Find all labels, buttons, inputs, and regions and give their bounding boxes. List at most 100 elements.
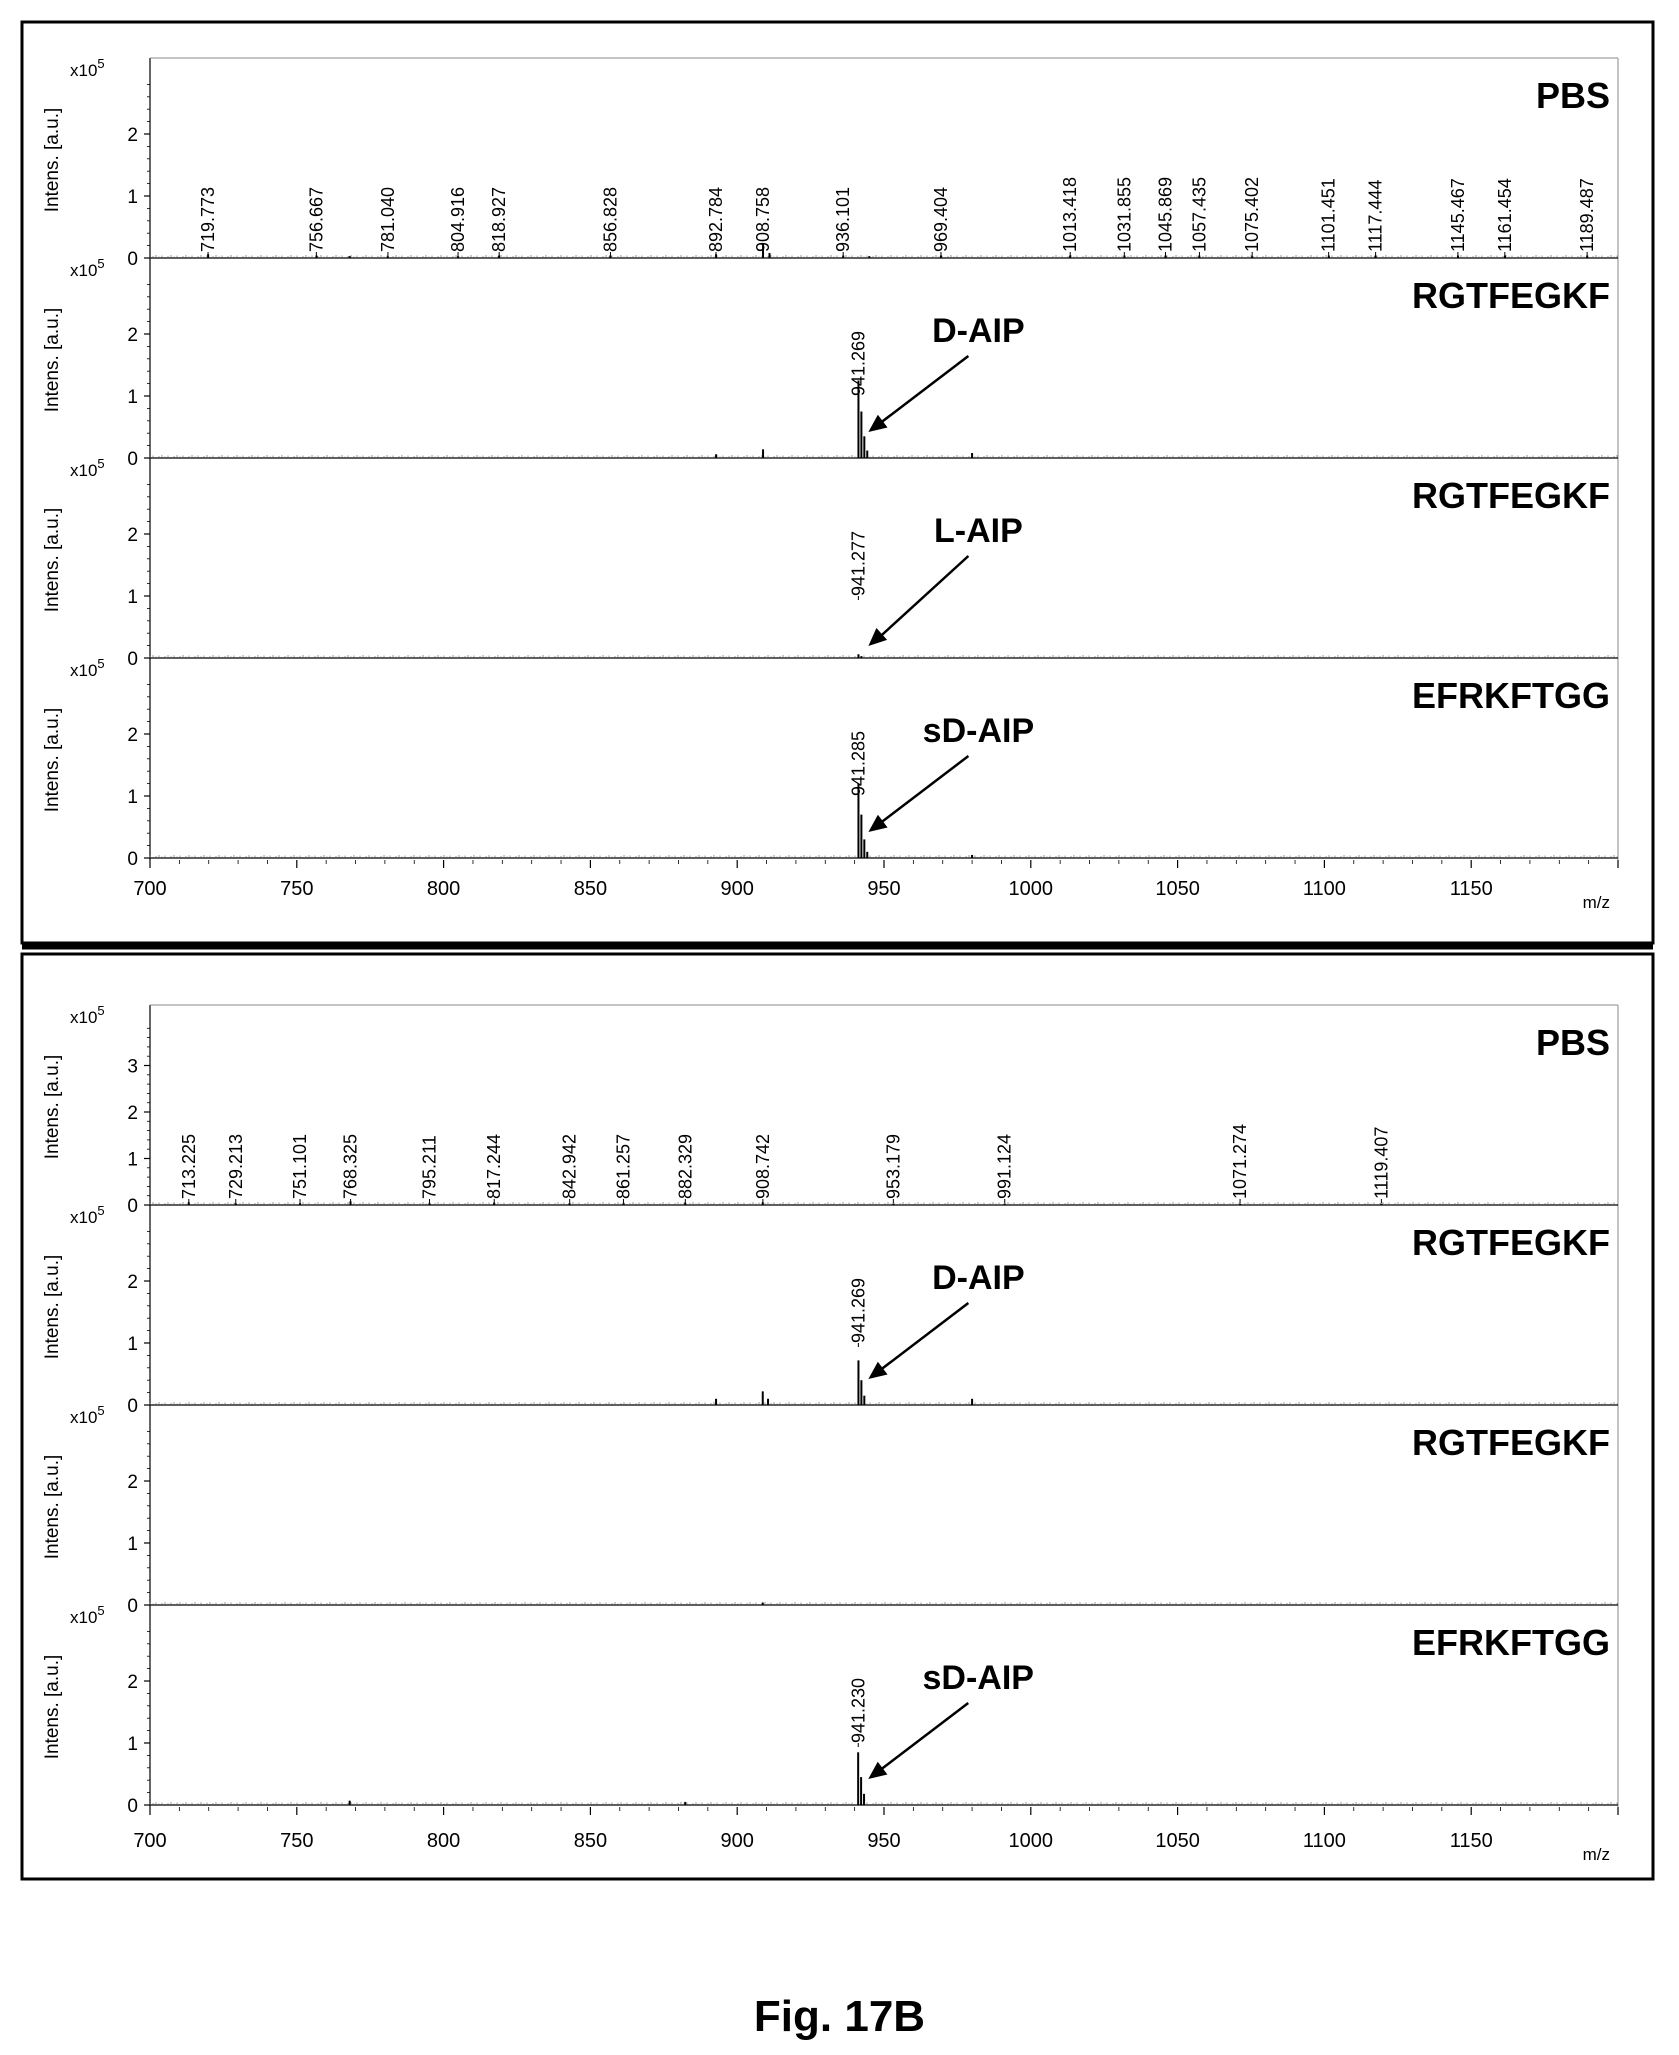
peak-label: 713.225 <box>179 1134 199 1199</box>
x-tick-label: 800 <box>427 1830 460 1852</box>
y-tick-label: 0 <box>127 449 138 470</box>
x-tick-label: 950 <box>867 878 900 900</box>
annotation-arrow-head <box>868 814 888 832</box>
annotation-label: D-AIP <box>932 1259 1025 1297</box>
annotation-arrow-line <box>875 355 970 427</box>
x-tick-label: 750 <box>280 878 313 900</box>
baseline-noise <box>149 455 1618 458</box>
figure-caption: Fig. 17B <box>753 1992 926 2041</box>
annotation-label: L-AIP <box>934 512 1023 550</box>
peak-label: 941.269 <box>848 331 868 396</box>
peak-label: 1145.467 <box>1448 178 1468 252</box>
x-tick-label: 750 <box>280 1830 313 1852</box>
y-tick-label: 2 <box>127 1103 138 1124</box>
peak-label: 781.040 <box>378 187 398 252</box>
baseline-noise <box>149 1602 1618 1605</box>
sample-label: EFRKFTGG <box>1412 1622 1610 1663</box>
y-tick-label: 3 <box>127 1057 138 1078</box>
peak-label: 941.230 <box>848 1678 868 1743</box>
y-tick-label: 0 <box>127 649 138 670</box>
peak-label: 991.124 <box>995 1134 1015 1199</box>
y-tick-label: 2 <box>127 1672 138 1693</box>
y-exponent-label: x105 <box>70 1603 105 1627</box>
peak-label: 1057.435 <box>1189 177 1209 252</box>
x-tick-label: 1000 <box>1009 878 1054 900</box>
y-exponent-power: 5 <box>97 1003 104 1018</box>
figure-frame-1 <box>20 20 1655 945</box>
y-axis-label: Intens. [a.u.] <box>42 108 63 213</box>
sample-label: RGTFEGKF <box>1412 1222 1610 1263</box>
sample-label: PBS <box>1536 75 1610 116</box>
y-exponent-label: x105 <box>70 1003 105 1027</box>
y-exponent-power: 5 <box>97 1403 104 1418</box>
sample-label: PBS <box>1536 1022 1610 1063</box>
annotation-arrow-line <box>875 1302 970 1374</box>
peak-label: 1117.444 <box>1366 180 1386 252</box>
peak-label: 908.742 <box>753 1134 773 1199</box>
y-axis-label: Intens. [a.u.] <box>42 1655 63 1760</box>
y-tick-label: 2 <box>127 1272 138 1293</box>
peak-label: 756.667 <box>306 187 326 252</box>
baseline-noise <box>149 855 1618 858</box>
annotation-arrow-line <box>875 555 970 641</box>
baseline-noise <box>149 655 1618 658</box>
x-tick-label: 700 <box>133 1830 166 1852</box>
peak-label: 936.101 <box>833 187 853 252</box>
y-tick-label: 0 <box>127 849 138 870</box>
annotation-arrow-line <box>875 1702 970 1774</box>
y-tick-label: 1 <box>127 787 138 808</box>
peak-label: 1031.855 <box>1114 177 1134 252</box>
y-exponent-power: 5 <box>97 256 104 271</box>
peak-label: 1071.274 <box>1230 1124 1250 1199</box>
annotation-arrow-head <box>868 414 888 432</box>
peak-label: 751.101 <box>290 1134 310 1199</box>
x-tick-label: 1050 <box>1155 1830 1200 1852</box>
x-tick-label: 1150 <box>1450 1830 1493 1852</box>
peak-label: 908.758 <box>753 187 773 252</box>
x-tick-label: 700 <box>133 878 166 900</box>
figure-frame-2 <box>20 952 1655 1881</box>
x-tick-label: 1000 <box>1009 1830 1054 1852</box>
annotation-label: sD-AIP <box>923 712 1034 750</box>
y-axis-label: Intens. [a.u.] <box>42 508 63 613</box>
y-tick-label: 2 <box>127 1472 138 1493</box>
sample-label: RGTFEGKF <box>1412 1422 1610 1463</box>
y-tick-label: 2 <box>127 325 138 346</box>
baseline-noise <box>149 1202 1618 1205</box>
y-tick-label: 1 <box>127 1734 138 1755</box>
peak-label: 1075.402 <box>1242 177 1262 252</box>
x-tick-label: 800 <box>427 878 460 900</box>
y-tick-label: 1 <box>127 1534 138 1555</box>
x-tick-label: 1100 <box>1303 1830 1346 1852</box>
annotation-label: sD-AIP <box>923 1659 1034 1697</box>
y-exponent-label: x105 <box>70 1203 105 1227</box>
x-tick-label: 850 <box>574 1830 607 1852</box>
peak-label: 817.244 <box>484 1134 504 1199</box>
peak-label: 969.404 <box>931 187 951 252</box>
y-axis-label: Intens. [a.u.] <box>42 1255 63 1360</box>
peak-label: 892.784 <box>706 187 726 252</box>
y-exponent-label: x105 <box>70 1403 105 1427</box>
peak-label: 1189.487 <box>1577 178 1597 252</box>
y-tick-label: 0 <box>127 1196 138 1217</box>
y-tick-label: 0 <box>127 1796 138 1817</box>
x-axis-label: m/z <box>1583 1845 1610 1864</box>
y-tick-label: 0 <box>127 249 138 270</box>
y-tick-label: 2 <box>127 125 138 146</box>
peak-label: 1161.454 <box>1495 178 1515 252</box>
x-axis-label: m/z <box>1583 893 1610 912</box>
y-exponent-power: 5 <box>97 656 104 671</box>
peak-label: 953.179 <box>883 1134 903 1199</box>
y-tick-label: 0 <box>127 1596 138 1617</box>
x-tick-label: 900 <box>721 878 754 900</box>
y-tick-label: 1 <box>127 587 138 608</box>
peak-label: 818.927 <box>489 187 509 252</box>
annotation-arrow-head <box>868 1761 888 1779</box>
sample-label: EFRKFTGG <box>1412 675 1610 716</box>
y-exponent-power: 5 <box>97 456 104 471</box>
peak-label: 804.916 <box>448 187 468 252</box>
x-tick-label: 1050 <box>1155 878 1200 900</box>
y-axis-label: Intens. [a.u.] <box>42 708 63 813</box>
annotation-arrow-line <box>875 755 970 827</box>
